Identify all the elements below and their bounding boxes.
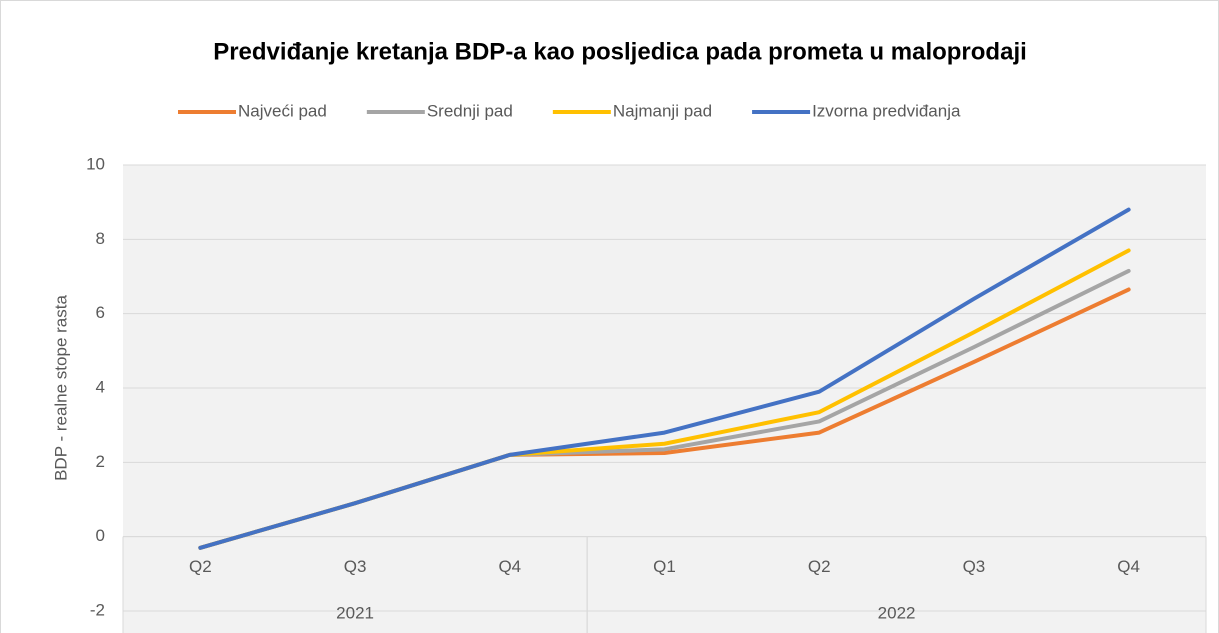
- y-tick-label: 0: [96, 526, 105, 545]
- legend-label: Najmanji pad: [613, 101, 712, 120]
- x-tick-label: Q2: [189, 557, 212, 576]
- chart-title: Predviđanje kretanja BDP-a kao posljedic…: [213, 38, 1027, 65]
- y-tick-label: 8: [96, 229, 105, 248]
- legend-label: Najveći pad: [238, 101, 327, 120]
- x-tick-label: Q2: [808, 557, 831, 576]
- x-tick-label: Q4: [1117, 557, 1140, 576]
- y-tick-label: -2: [90, 600, 105, 619]
- plot-area: [123, 165, 1206, 633]
- series-line: [198, 207, 1131, 550]
- legend-label: Izvorna predviđanja: [812, 101, 961, 120]
- legend-label: Srednji pad: [427, 101, 513, 120]
- x-tick-label: Q1: [653, 557, 676, 576]
- y-tick-label: 10: [86, 154, 105, 173]
- y-tick-label: 2: [96, 452, 105, 471]
- y-tick-label: 6: [96, 303, 105, 322]
- x-tick-label: Q3: [963, 557, 986, 576]
- x-group-label: 2022: [878, 603, 916, 622]
- y-tick-label: 4: [96, 377, 105, 396]
- x-group-label: 2021: [336, 603, 374, 622]
- x-tick-label: Q3: [344, 557, 367, 576]
- y-axis-label: BDP - realne stope rasta: [51, 295, 70, 481]
- x-tick-label: Q4: [498, 557, 521, 576]
